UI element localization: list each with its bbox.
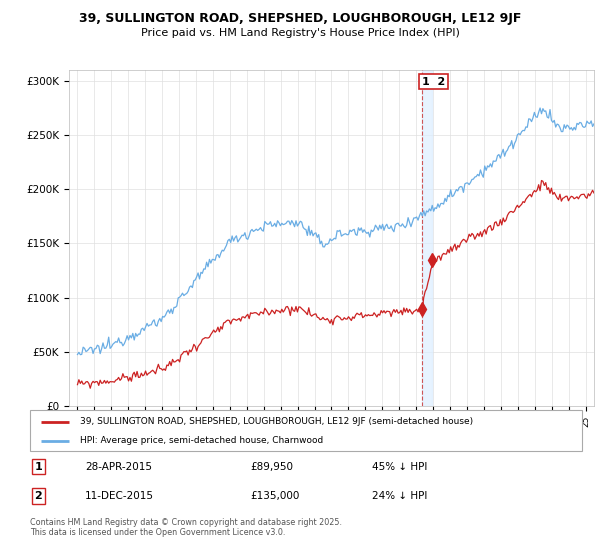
Bar [422, 70, 432, 406]
Text: 11-DEC-2015: 11-DEC-2015 [85, 491, 154, 501]
Text: 39, SULLINGTON ROAD, SHEPSHED, LOUGHBOROUGH, LE12 9JF: 39, SULLINGTON ROAD, SHEPSHED, LOUGHBORO… [79, 12, 521, 25]
Text: 28-APR-2015: 28-APR-2015 [85, 461, 152, 472]
Text: Price paid vs. HM Land Registry's House Price Index (HPI): Price paid vs. HM Land Registry's House … [140, 28, 460, 38]
Text: 2: 2 [34, 491, 42, 501]
Text: £135,000: £135,000 [251, 491, 300, 501]
FancyBboxPatch shape [30, 410, 582, 451]
Text: £89,950: £89,950 [251, 461, 294, 472]
Text: 1: 1 [34, 461, 42, 472]
Text: Contains HM Land Registry data © Crown copyright and database right 2025.
This d: Contains HM Land Registry data © Crown c… [30, 518, 342, 538]
Text: 45% ↓ HPI: 45% ↓ HPI [372, 461, 428, 472]
Text: 39, SULLINGTON ROAD, SHEPSHED, LOUGHBOROUGH, LE12 9JF (semi-detached house): 39, SULLINGTON ROAD, SHEPSHED, LOUGHBORO… [80, 417, 473, 426]
Text: 1  2: 1 2 [422, 77, 445, 87]
Text: HPI: Average price, semi-detached house, Charnwood: HPI: Average price, semi-detached house,… [80, 436, 323, 445]
Text: 24% ↓ HPI: 24% ↓ HPI [372, 491, 428, 501]
